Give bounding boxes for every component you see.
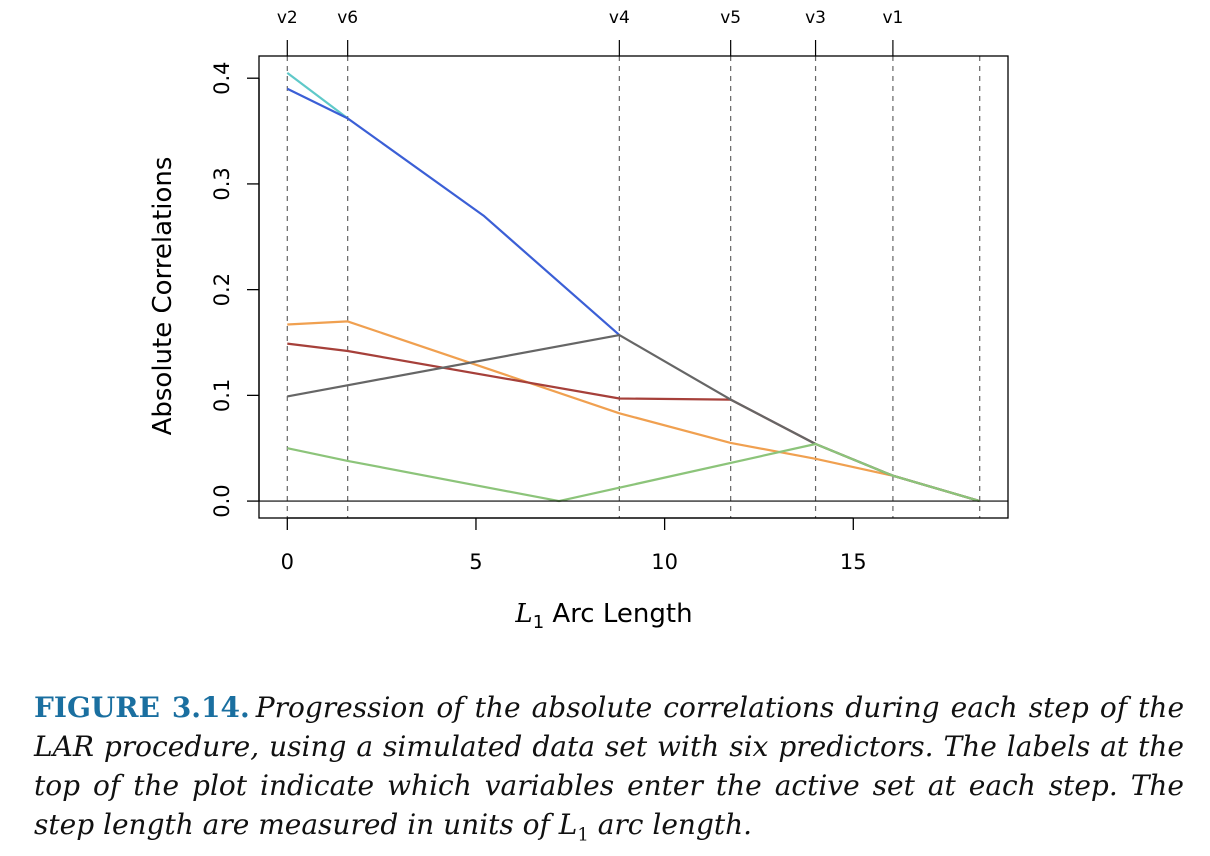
caption-text-2: arc length. bbox=[588, 808, 753, 841]
step-label-v4: v4 bbox=[609, 8, 630, 28]
plot-frame bbox=[258, 55, 1009, 519]
lar-correlation-chart: 0 5 10 15 0.0 0.1 0.2 0.3 0.4 v2 v6 v4 v5 v3 v1 L1 A… bbox=[148, 8, 1009, 633]
x-tick-label-15: 15 bbox=[840, 550, 867, 574]
caption-subscript: 1 bbox=[577, 824, 589, 846]
y-axis: 0.0 0.1 0.2 0.3 0.4 bbox=[210, 61, 260, 518]
x-axis-label: L1 Arc Length bbox=[514, 599, 692, 633]
series-line-1 bbox=[286, 72, 349, 120]
caption-L: L bbox=[558, 808, 578, 841]
step-label-v6: v6 bbox=[337, 8, 358, 28]
y-tick-label-1: 0.1 bbox=[210, 379, 234, 412]
figure-caption: FIGURE 3.14. Progression of the absolute … bbox=[34, 688, 1184, 855]
x-tick-label-0: 0 bbox=[281, 550, 294, 574]
x-label-L: L bbox=[514, 599, 532, 629]
y-tick-label-4: 0.4 bbox=[210, 61, 234, 94]
y-tick-label-3: 0.3 bbox=[210, 167, 234, 200]
y-tick-label-2: 0.2 bbox=[210, 273, 234, 306]
x-tick-label-10: 10 bbox=[651, 550, 678, 574]
step-label-v2: v2 bbox=[277, 8, 298, 28]
step-label-v5: v5 bbox=[720, 8, 741, 28]
figure-number: FIGURE 3.14. bbox=[34, 691, 250, 724]
y-tick-label-0: 0.0 bbox=[210, 484, 234, 517]
series-line-2 bbox=[286, 87, 621, 336]
series-lines bbox=[286, 72, 981, 503]
step-label-v1: v1 bbox=[882, 8, 903, 28]
series-line-6 bbox=[287, 442, 981, 503]
x-axis: 0 5 10 15 bbox=[281, 517, 867, 574]
step-labels-top: v2 v6 v4 v5 v3 v1 bbox=[277, 8, 903, 56]
step-label-v3: v3 bbox=[805, 8, 826, 28]
x-label-text: Arc Length bbox=[544, 599, 692, 629]
series-line-4 bbox=[287, 342, 981, 503]
y-axis-label: Absolute Correlations bbox=[148, 157, 178, 436]
step-marker-lines bbox=[286, 56, 981, 518]
caption-text-1: Progression of the absolute correlations… bbox=[34, 691, 1185, 841]
x-label-subscript: 1 bbox=[533, 612, 544, 633]
series-line-3 bbox=[287, 320, 981, 503]
x-tick-label-5: 5 bbox=[469, 550, 482, 574]
